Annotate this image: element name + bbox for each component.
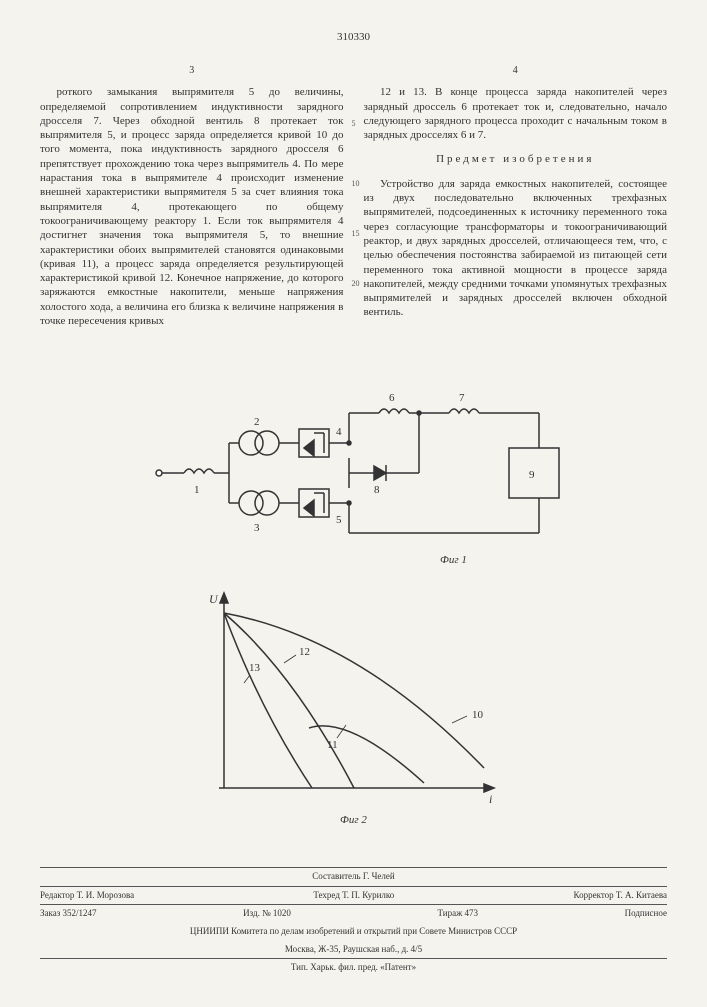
- fig2-label: Фиг 2: [40, 813, 667, 827]
- printer: Тип. Харьк. фил. пред. «Патент»: [40, 958, 667, 977]
- svg-text:6: 6: [389, 392, 395, 404]
- svg-text:U: U: [209, 592, 219, 606]
- footer: Составитель Г. Челей Редактор Т. И. Моро…: [40, 867, 667, 977]
- right-col-number: 4: [364, 64, 668, 77]
- line-num-15: 15: [352, 229, 360, 239]
- svg-text:2: 2: [254, 416, 260, 428]
- svg-text:9: 9: [529, 469, 535, 481]
- print-info-row: Заказ 352/1247 Изд. № 1020 Тираж 473 Под…: [40, 904, 667, 923]
- credits-row: Редактор Т. И. Морозова Техред Т. П. Кур…: [40, 886, 667, 905]
- section-title: Предмет изобретения: [364, 152, 668, 166]
- svg-text:7: 7: [459, 392, 465, 404]
- svg-text:i: i: [489, 792, 492, 806]
- svg-text:4: 4: [336, 426, 342, 438]
- fig1-label: Фиг 1: [240, 553, 667, 567]
- circuit-diagram-fig1: 1 2 3 4: [139, 353, 569, 553]
- text-columns: 3 роткого замыкания выпрямителя 5 до вел…: [40, 64, 667, 328]
- svg-text:8: 8: [374, 484, 380, 496]
- svg-text:10: 10: [472, 709, 484, 721]
- compiler-line: Составитель Г. Челей: [40, 867, 667, 886]
- right-paragraph-1: 12 и 13. В конце процесса заряда накопит…: [364, 85, 668, 142]
- subscription: Подписное: [625, 908, 667, 920]
- svg-text:3: 3: [254, 522, 260, 534]
- right-column: 4 12 и 13. В конце процесса заряда накоп…: [364, 64, 668, 328]
- left-col-number: 3: [40, 64, 344, 77]
- document-number: 310330: [40, 30, 667, 44]
- address: Москва, Ж-35, Раушская наб., д. 4/5: [40, 941, 667, 959]
- line-num-10: 10: [352, 179, 360, 189]
- svg-text:5: 5: [336, 514, 342, 526]
- right-paragraph-2: Устройство для заряда емкостных накопите…: [364, 177, 668, 320]
- characteristic-curves-fig2: U i 10 11 12 13: [194, 583, 514, 813]
- edition-number: Изд. № 1020: [243, 908, 291, 920]
- left-column: 3 роткого замыкания выпрямителя 5 до вел…: [40, 64, 344, 328]
- circulation: Тираж 473: [437, 908, 478, 920]
- svg-text:11: 11: [327, 739, 338, 751]
- order-number: Заказ 352/1247: [40, 908, 97, 920]
- line-num-5: 5: [352, 119, 356, 129]
- left-paragraph: роткого замыкания выпрямителя 5 до велич…: [40, 85, 344, 328]
- editor: Редактор Т. И. Морозова: [40, 890, 134, 902]
- tech-editor: Техред Т. П. Курилко: [313, 890, 394, 902]
- svg-text:13: 13: [249, 662, 261, 674]
- svg-text:1: 1: [194, 484, 200, 496]
- svg-text:12: 12: [299, 646, 310, 658]
- corrector: Корректор Т. А. Китаева: [574, 890, 667, 902]
- line-num-20: 20: [352, 279, 360, 289]
- figures-area: 1 2 3 4: [40, 353, 667, 827]
- organization: ЦНИИПИ Комитета по делам изобретений и о…: [40, 923, 667, 941]
